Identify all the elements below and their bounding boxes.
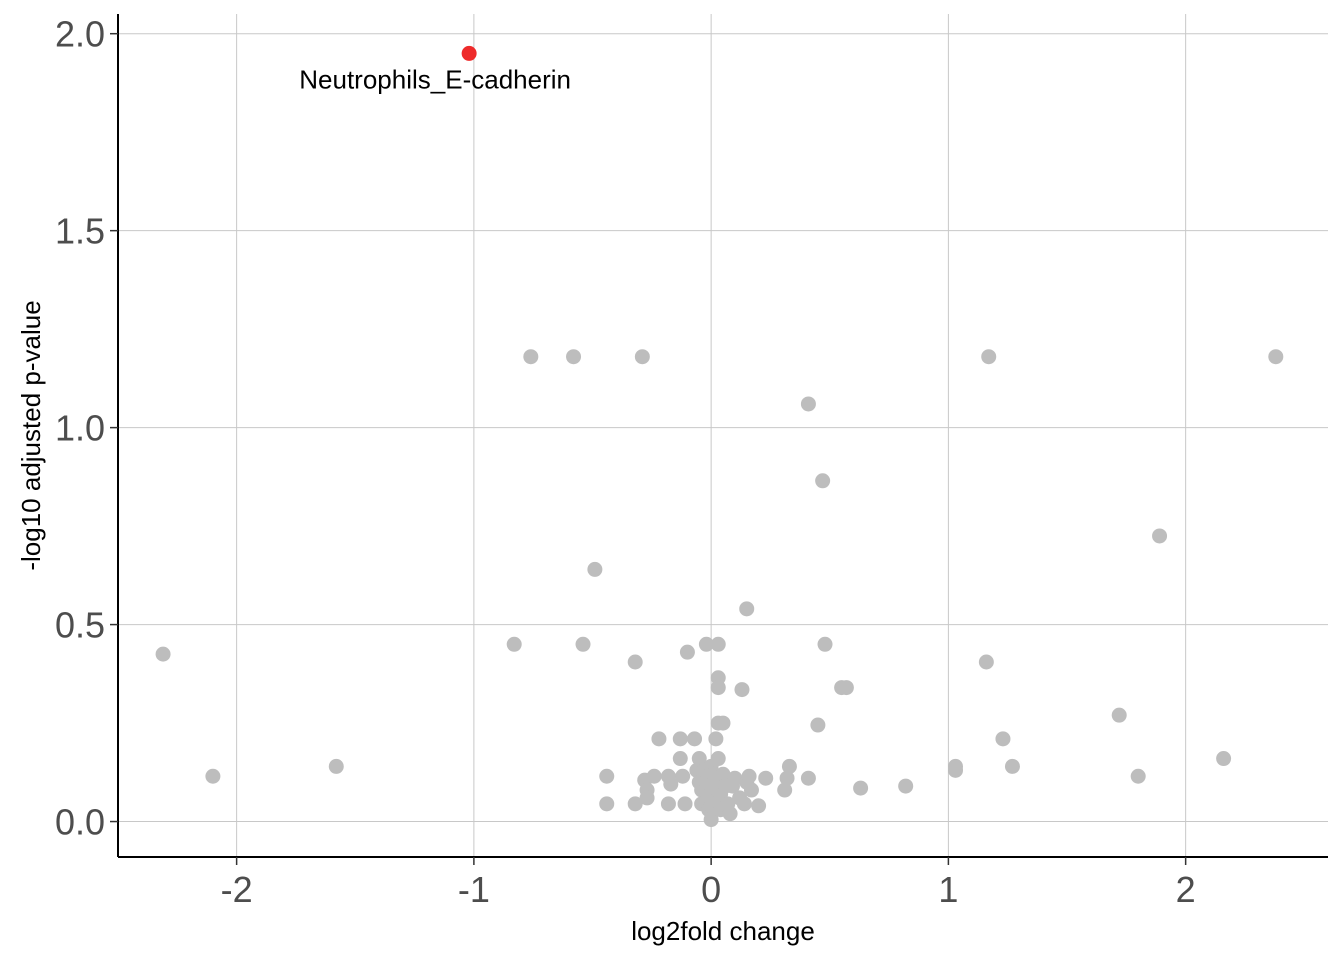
data-point — [758, 770, 774, 786]
data-point — [698, 636, 714, 652]
highlight-label: Neutrophils_E-cadherin — [299, 64, 571, 94]
data-point — [1004, 758, 1020, 774]
data-point — [898, 778, 914, 794]
y-tick-label: 0.0 — [55, 802, 105, 843]
y-tick-label: 0.5 — [55, 605, 105, 646]
data-point — [677, 796, 693, 812]
data-points — [155, 349, 1284, 828]
data-point — [995, 731, 1011, 747]
data-point — [634, 349, 650, 365]
data-point — [853, 780, 869, 796]
data-point — [800, 396, 816, 412]
x-axis-title: log2fold change — [631, 916, 815, 946]
data-point — [800, 770, 816, 786]
data-point — [1130, 768, 1146, 784]
data-point — [981, 349, 997, 365]
data-point — [205, 768, 221, 784]
data-point — [708, 731, 724, 747]
highlighted-point — [461, 45, 477, 61]
data-point — [660, 796, 676, 812]
axes — [117, 14, 1328, 858]
data-point — [817, 636, 833, 652]
data-point — [781, 758, 797, 774]
x-tick-label: 2 — [1176, 869, 1196, 910]
data-point — [722, 806, 738, 822]
data-point — [651, 731, 667, 747]
y-axis-ticks: 0.0 0.5 1.0 1.5 2.0 — [55, 14, 118, 843]
data-point — [587, 561, 603, 577]
data-point — [575, 636, 591, 652]
data-point — [1111, 707, 1127, 723]
data-point — [715, 766, 731, 782]
data-point — [672, 731, 688, 747]
data-point — [627, 654, 643, 670]
data-point — [646, 768, 662, 784]
data-point — [838, 680, 854, 696]
data-point — [741, 768, 757, 784]
grid-lines — [118, 14, 1328, 857]
data-point — [703, 812, 719, 828]
data-point — [779, 770, 795, 786]
data-point — [506, 636, 522, 652]
data-point — [687, 731, 703, 747]
data-point — [523, 349, 539, 365]
data-point — [691, 751, 707, 767]
data-point — [599, 768, 615, 784]
data-point — [566, 349, 582, 365]
data-point — [639, 790, 655, 806]
data-point — [155, 646, 171, 662]
data-point — [1216, 751, 1232, 767]
x-tick-label: 1 — [938, 869, 958, 910]
data-point — [710, 636, 726, 652]
y-tick-label: 1.5 — [55, 211, 105, 252]
highlighted-point-group: Neutrophils_E-cadherin — [299, 45, 571, 94]
data-point — [710, 751, 726, 767]
y-axis-title: -log10 adjusted p-value — [16, 300, 46, 570]
x-axis-ticks: -2 -1 0 1 2 — [221, 857, 1196, 910]
data-point — [328, 758, 344, 774]
y-tick-label: 1.0 — [55, 408, 105, 449]
data-point — [815, 473, 831, 489]
data-point — [710, 680, 726, 696]
data-point — [1152, 528, 1168, 544]
data-point — [672, 751, 688, 767]
x-tick-label: -2 — [221, 869, 253, 910]
data-point — [743, 782, 759, 798]
data-point — [751, 798, 767, 814]
data-point — [715, 715, 731, 731]
x-tick-label: -1 — [458, 869, 490, 910]
data-point — [810, 717, 826, 733]
data-point — [599, 796, 615, 812]
data-point — [734, 682, 750, 698]
data-point — [675, 768, 691, 784]
data-point — [727, 770, 743, 786]
data-point — [739, 601, 755, 617]
data-point — [663, 776, 679, 792]
data-point — [948, 758, 964, 774]
x-tick-label: 0 — [701, 869, 721, 910]
y-tick-label: 2.0 — [55, 14, 105, 55]
data-point — [627, 796, 643, 812]
data-point — [777, 782, 793, 798]
data-point — [1268, 349, 1284, 365]
data-point — [679, 644, 695, 660]
data-point — [736, 796, 752, 812]
data-point — [978, 654, 994, 670]
